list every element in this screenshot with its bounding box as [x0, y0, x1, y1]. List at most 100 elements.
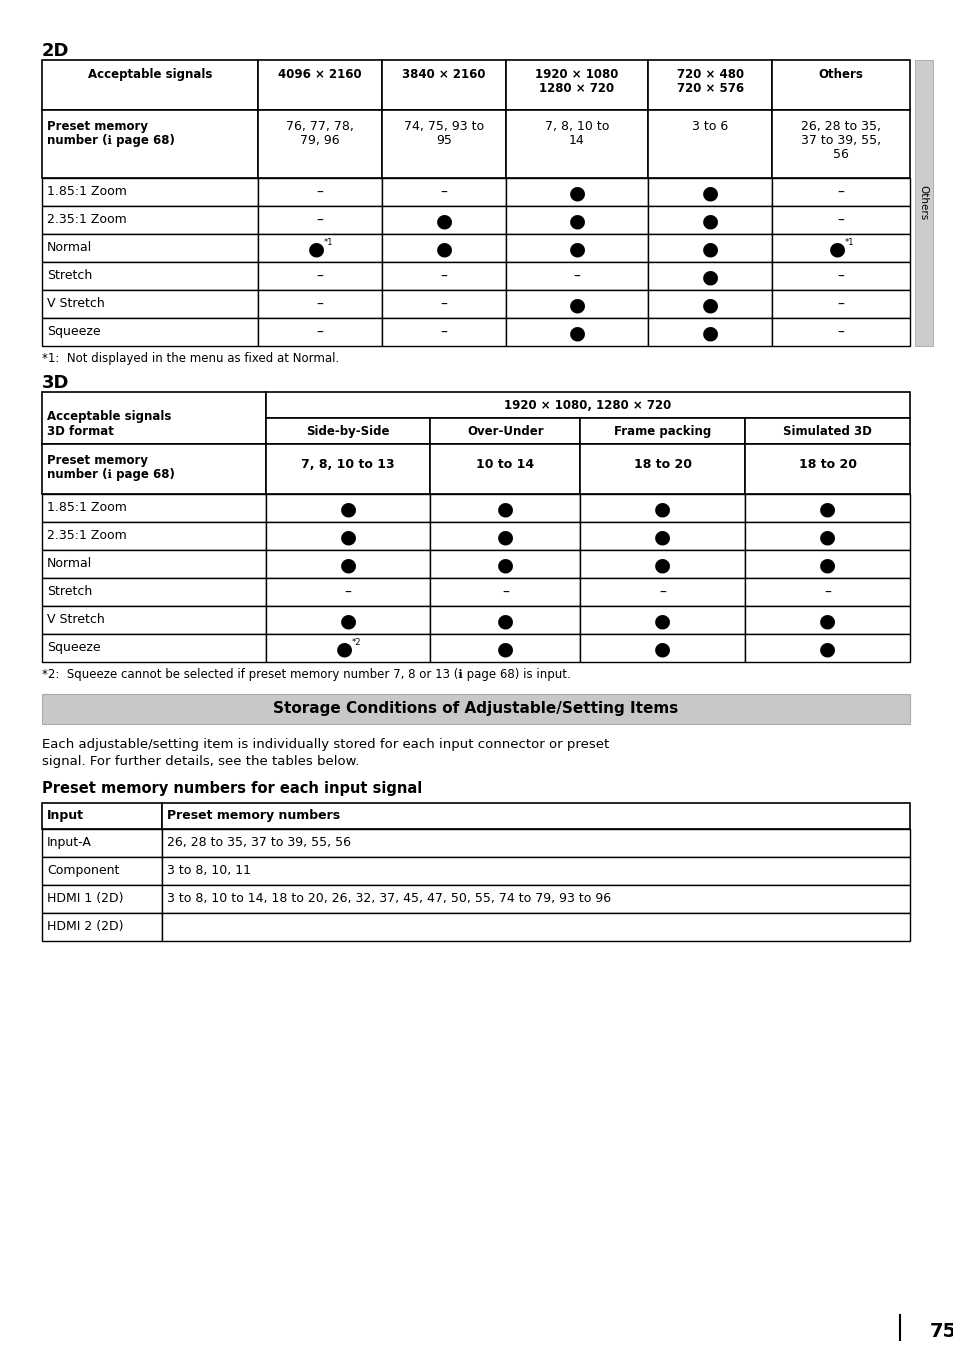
- Text: 4096 × 2160: 4096 × 2160: [278, 68, 361, 81]
- Text: *2: *2: [352, 638, 361, 648]
- Text: ●: ●: [700, 211, 718, 230]
- Text: 3 to 6: 3 to 6: [691, 120, 727, 132]
- Text: ●: ●: [497, 611, 514, 630]
- Bar: [579, 634, 744, 662]
- Bar: [505, 318, 647, 346]
- Bar: [42, 886, 162, 913]
- Bar: [382, 110, 505, 178]
- Text: 26, 28 to 35,: 26, 28 to 35,: [801, 120, 880, 132]
- Text: Preset memory: Preset memory: [47, 120, 148, 132]
- Bar: [579, 579, 744, 606]
- Bar: [265, 522, 430, 550]
- Bar: [914, 59, 932, 346]
- Bar: [42, 206, 258, 234]
- Bar: [42, 694, 909, 725]
- Text: number (ℹ page 68): number (ℹ page 68): [47, 468, 174, 481]
- Bar: [744, 522, 909, 550]
- Text: Stretch: Stretch: [47, 269, 92, 283]
- Bar: [505, 289, 647, 318]
- Text: 720 × 480: 720 × 480: [676, 68, 742, 81]
- Bar: [162, 829, 909, 857]
- Text: –: –: [837, 270, 843, 284]
- Bar: [42, 606, 265, 634]
- Text: ●: ●: [339, 527, 356, 546]
- Bar: [771, 262, 909, 289]
- Text: 74, 75, 93 to: 74, 75, 93 to: [403, 120, 483, 132]
- Text: 10 to 14: 10 to 14: [476, 458, 534, 470]
- Bar: [265, 493, 430, 522]
- Text: –: –: [316, 187, 323, 200]
- Text: V Stretch: V Stretch: [47, 612, 105, 626]
- Bar: [42, 110, 258, 178]
- Bar: [382, 206, 505, 234]
- Text: ●: ●: [654, 556, 671, 575]
- Bar: [42, 59, 258, 110]
- Bar: [771, 289, 909, 318]
- Text: ●: ●: [654, 611, 671, 630]
- Bar: [382, 318, 505, 346]
- Text: –: –: [316, 297, 323, 312]
- Text: ●: ●: [568, 323, 585, 342]
- Text: HDMI 2 (2D): HDMI 2 (2D): [47, 919, 123, 933]
- Text: ●: ●: [819, 556, 835, 575]
- Bar: [42, 913, 162, 941]
- Bar: [258, 234, 382, 262]
- Text: 720 × 576: 720 × 576: [676, 82, 742, 95]
- Bar: [744, 443, 909, 493]
- Bar: [744, 550, 909, 579]
- Bar: [42, 493, 265, 522]
- Text: 1.85:1 Zoom: 1.85:1 Zoom: [47, 502, 127, 514]
- Text: 37 to 39, 55,: 37 to 39, 55,: [801, 134, 881, 147]
- Bar: [258, 59, 382, 110]
- Text: *1:  Not displayed in the menu as fixed at Normal.: *1: Not displayed in the menu as fixed a…: [42, 352, 339, 365]
- Bar: [505, 178, 647, 206]
- Text: 1.85:1 Zoom: 1.85:1 Zoom: [47, 185, 127, 197]
- Bar: [647, 178, 771, 206]
- Bar: [430, 579, 579, 606]
- Text: Side-by-Side: Side-by-Side: [306, 425, 390, 438]
- Text: ●: ●: [568, 295, 585, 314]
- Bar: [771, 178, 909, 206]
- Bar: [579, 493, 744, 522]
- Text: –: –: [837, 297, 843, 312]
- Bar: [42, 318, 258, 346]
- Text: ●: ●: [339, 556, 356, 575]
- Text: signal. For further details, see the tables below.: signal. For further details, see the tab…: [42, 754, 359, 768]
- Bar: [265, 579, 430, 606]
- Text: Preset memory numbers for each input signal: Preset memory numbers for each input sig…: [42, 781, 422, 796]
- Text: *2:  Squeeze cannot be selected if preset memory number 7, 8 or 13 (ℹ page 68) i: *2: Squeeze cannot be selected if preset…: [42, 668, 570, 681]
- Text: 3840 × 2160: 3840 × 2160: [402, 68, 485, 81]
- Text: –: –: [501, 585, 508, 600]
- Text: ●: ●: [700, 323, 718, 342]
- Text: 2.35:1 Zoom: 2.35:1 Zoom: [47, 214, 127, 226]
- Text: Others: Others: [818, 68, 862, 81]
- Bar: [579, 522, 744, 550]
- Bar: [505, 59, 647, 110]
- Bar: [647, 206, 771, 234]
- Text: *1: *1: [844, 238, 854, 247]
- Text: ●: ●: [335, 639, 353, 658]
- Bar: [430, 418, 579, 443]
- Bar: [265, 392, 909, 418]
- Bar: [162, 857, 909, 886]
- Bar: [42, 579, 265, 606]
- Text: ●: ●: [819, 499, 835, 518]
- Text: –: –: [316, 270, 323, 284]
- Bar: [647, 289, 771, 318]
- Text: Normal: Normal: [47, 557, 92, 571]
- Text: V Stretch: V Stretch: [47, 297, 105, 310]
- Text: –: –: [573, 270, 579, 284]
- Text: Frame packing: Frame packing: [614, 425, 711, 438]
- Text: 95: 95: [436, 134, 452, 147]
- Text: –: –: [823, 585, 830, 600]
- Text: ●: ●: [339, 611, 356, 630]
- Text: –: –: [837, 187, 843, 200]
- Bar: [258, 289, 382, 318]
- Text: 1920 × 1080: 1920 × 1080: [535, 68, 618, 81]
- Text: 18 to 20: 18 to 20: [633, 458, 691, 470]
- Bar: [382, 289, 505, 318]
- Text: 3D: 3D: [42, 375, 70, 392]
- Text: ●: ●: [568, 239, 585, 258]
- Bar: [430, 522, 579, 550]
- Text: 26, 28 to 35, 37 to 39, 55, 56: 26, 28 to 35, 37 to 39, 55, 56: [167, 836, 351, 849]
